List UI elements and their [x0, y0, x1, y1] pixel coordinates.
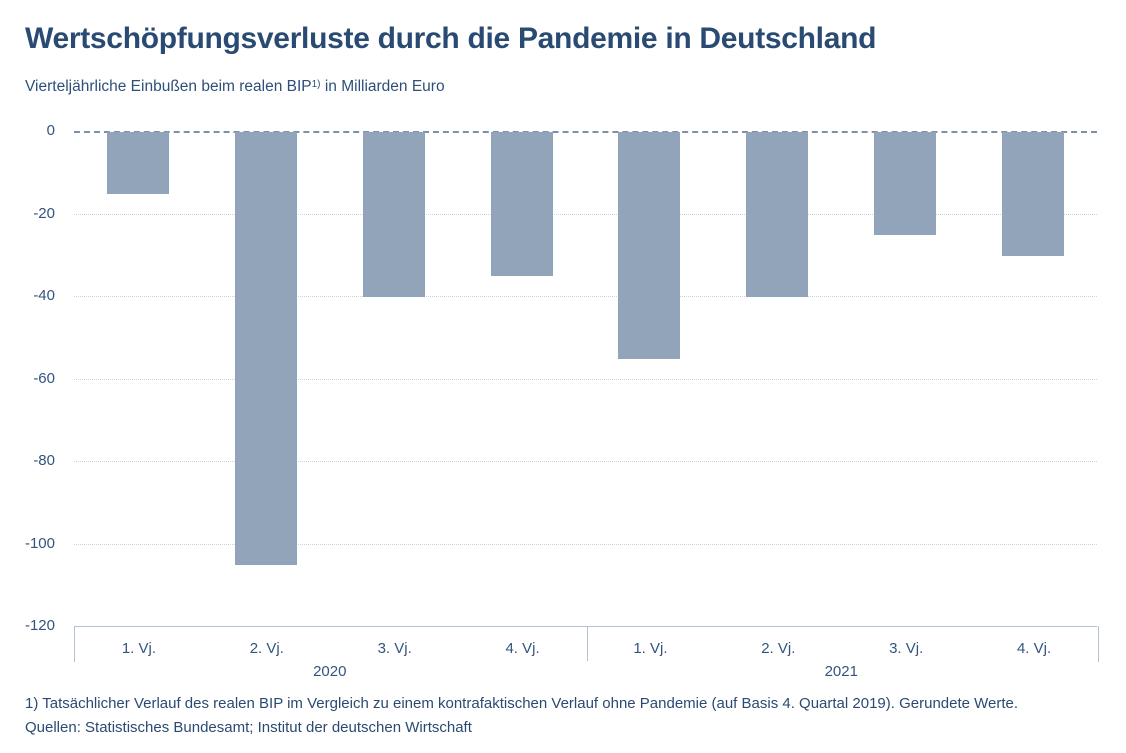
subtitle-text-after: in Milliarden Euro — [320, 78, 445, 95]
y-axis-tick-label: -100 — [24, 534, 55, 552]
y-axis-tick-label: -20 — [33, 204, 55, 222]
x-axis-year-label: 2020 — [313, 663, 347, 680]
x-axis-quarter-label: 2. Vj. — [761, 640, 796, 657]
zero-line — [74, 131, 1097, 133]
bar-2020-q1 — [106, 132, 169, 194]
gridline — [74, 213, 1097, 215]
y-axis-tick-label: -120 — [24, 617, 55, 634]
bar-2021-q4 — [1002, 132, 1065, 256]
gridline — [74, 543, 1097, 545]
y-axis-tick-label: 0 — [46, 122, 55, 139]
x-axis-quarter-label: 1. Vj. — [633, 640, 668, 657]
chart-title: Wertschöpfungsverluste durch die Pandemi… — [25, 22, 877, 55]
year-group-divider — [586, 626, 588, 661]
bar-2020-q2 — [234, 132, 297, 566]
x-axis-year-label: 2021 — [824, 663, 858, 680]
y-axis-tick-label: -60 — [33, 369, 55, 387]
baseline — [74, 626, 1097, 627]
bar-2020-q4 — [490, 132, 553, 277]
x-axis-quarter-label: 2. Vj. — [249, 640, 284, 657]
footnote: 1) Tatsächlicher Verlauf des realen BIP … — [25, 695, 1019, 712]
source-line: Quellen: Statistisches Bundesamt; Instit… — [25, 719, 472, 736]
subtitle-text-before: Vierteljährliche Einbußen beim realen BI… — [25, 78, 312, 95]
bar-2020-q3 — [362, 132, 425, 297]
x-axis-quarter-label: 4. Vj. — [505, 640, 540, 657]
y-axis-tick-label: -80 — [33, 452, 55, 469]
gridline — [74, 296, 1097, 297]
x-axis-quarter-label: 1. Vj. — [121, 640, 157, 657]
bar-2021-q3 — [874, 132, 937, 236]
x-axis: 1. Vj. 2. Vj. 3. Vj. 4. Vj. 1. Vj. 2. Vj. 3. V… — [74, 626, 1099, 662]
gridline — [74, 461, 1097, 462]
x-axis-quarter-label: 3. Vj. — [889, 640, 924, 657]
footnote-marker: 1) — [311, 79, 321, 90]
bar-2021-q1 — [618, 132, 681, 359]
y-axis-tick-label: -40 — [33, 287, 55, 304]
chart-subtitle: Vierteljährliche Einbußen beim realen BI… — [25, 78, 445, 96]
x-axis-quarter-label: 4. Vj. — [1016, 640, 1052, 657]
x-axis-quarter-label: 3. Vj. — [377, 640, 412, 657]
gridline — [74, 378, 1097, 380]
bar-2021-q2 — [746, 132, 809, 297]
plot-area — [74, 131, 1097, 627]
